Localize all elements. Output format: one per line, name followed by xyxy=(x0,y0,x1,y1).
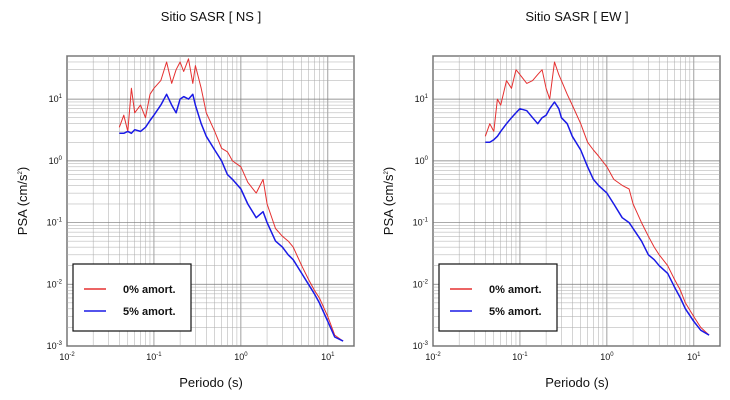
legend-label-0: 0% amort. xyxy=(123,284,176,296)
x-tick-label: 101 xyxy=(687,352,701,362)
series-line-1 xyxy=(485,101,710,336)
x-tick-label: 10-1 xyxy=(146,352,162,362)
legend-box xyxy=(438,263,558,332)
x-tick-label: 10-2 xyxy=(59,352,75,362)
y-tick-label: 100 xyxy=(49,156,63,166)
y-axis-label: PSA (cm/s2) xyxy=(15,167,30,235)
legend-label-0: 0% amort. xyxy=(489,284,542,296)
x-axis-label: Periodo (s) xyxy=(179,375,243,390)
x-tick-labels: 10-2 10-1 100 101 xyxy=(59,352,335,362)
x-tick-label: 10-1 xyxy=(512,352,528,362)
x-axis-label: Periodo (s) xyxy=(545,375,609,390)
chart-panel-ns: Sitio SASR [ NS ] 10-2 10-1 100 101 10-310-… xyxy=(15,9,355,390)
legend-box xyxy=(72,263,192,332)
grid-lines xyxy=(432,55,721,347)
legend: 0% amort. 5% amort. xyxy=(72,263,192,332)
legend: 0% amort. 5% amort. xyxy=(438,263,558,332)
y-tick-label: 101 xyxy=(49,94,63,104)
y-tick-label: 10-1 xyxy=(413,218,429,228)
legend-label-1: 5% amort. xyxy=(123,306,176,318)
series-lines xyxy=(118,58,344,342)
x-tick-label: 100 xyxy=(234,352,248,362)
y-tick-label: 10-2 xyxy=(413,279,429,289)
series-line-1 xyxy=(119,93,344,342)
y-axis-label: PSA (cm/s2) xyxy=(381,167,396,235)
y-tick-label: 100 xyxy=(415,156,429,166)
y-tick-label: 10-1 xyxy=(47,218,63,228)
series-lines xyxy=(484,61,710,336)
series-line-0 xyxy=(484,61,710,336)
x-tick-label: 10-2 xyxy=(425,352,441,362)
chart-panel-ew: Sitio SASR [ EW ] 10-2 10-1 100 101 10-310-… xyxy=(381,9,721,390)
x-tick-labels: 10-2 10-1 100 101 xyxy=(425,352,701,362)
y-tick-labels: 10-3 10-2 10-1 100 101 xyxy=(47,94,63,351)
y-tick-labels: 10-3 10-2 10-1 100 101 xyxy=(413,94,429,351)
chart-title: Sitio SASR [ EW ] xyxy=(525,9,628,24)
legend-label-1: 5% amort. xyxy=(489,306,542,318)
chart-title: Sitio SASR [ NS ] xyxy=(161,9,261,24)
y-tick-label: 10-3 xyxy=(413,341,429,351)
x-tick-label: 100 xyxy=(600,352,614,362)
y-tick-label: 101 xyxy=(415,94,429,104)
series-line-0 xyxy=(118,58,344,342)
y-tick-label: 10-3 xyxy=(47,341,63,351)
x-tick-label: 101 xyxy=(321,352,335,362)
y-tick-label: 10-2 xyxy=(47,279,63,289)
